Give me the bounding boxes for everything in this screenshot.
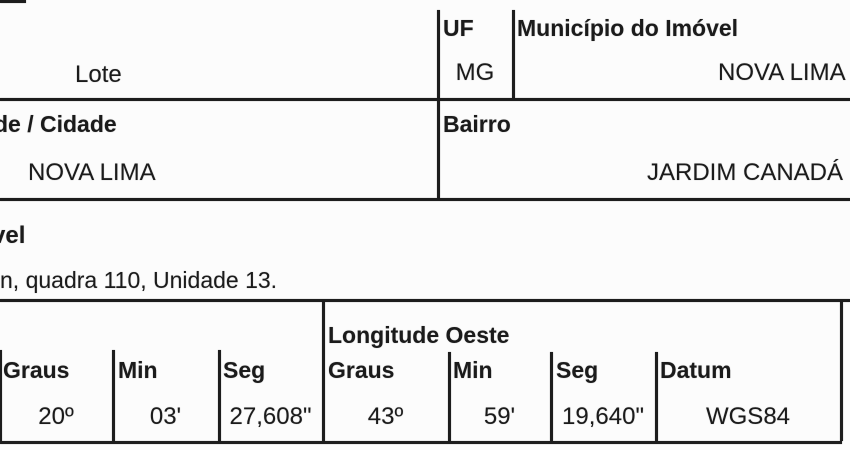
border-seg-datum xyxy=(655,352,658,441)
value-lon-min: 59' xyxy=(483,403,516,430)
value-lat-graus: 20º xyxy=(38,403,74,430)
border-uf-right xyxy=(512,10,515,98)
bairro-value: JARDIM CANADÁ xyxy=(647,159,844,186)
col-header-lat-graus: Graus xyxy=(3,357,70,383)
divider-section3-bottom xyxy=(0,299,850,302)
value-lon-seg: 19,640" xyxy=(562,403,644,430)
border-longitude-group-left xyxy=(322,302,325,441)
divider-row2-bottom xyxy=(0,198,850,201)
border-table-right xyxy=(840,302,843,441)
col-header-lat-min: Min xyxy=(118,357,158,383)
lote-value: Lote xyxy=(75,61,122,88)
border-uf-left xyxy=(437,10,440,98)
border-bairro-left xyxy=(437,101,440,198)
uf-label: UF xyxy=(443,15,474,41)
value-lat-min: 03' xyxy=(149,403,182,430)
col-header-lat-seg: Seg xyxy=(223,357,266,383)
col-header-lon-min: Min xyxy=(453,357,493,383)
border-table-left-edge xyxy=(0,350,2,441)
border-lon-graus-min xyxy=(448,352,451,441)
longitude-oeste-group-header: Longitude Oeste xyxy=(328,322,510,348)
value-lon-graus: 43º xyxy=(367,403,404,430)
value-datum: WGS84 xyxy=(705,403,791,430)
divider-table-bottom xyxy=(0,441,842,444)
col-header-datum: Datum xyxy=(660,357,732,383)
border-lat-min-seg xyxy=(218,350,221,441)
border-lon-min-seg xyxy=(550,352,553,441)
cidade-value: NOVA LIMA xyxy=(28,159,156,186)
imovel-description-value: n, quadra 110, Unidade 13. xyxy=(0,267,278,293)
cidade-label: de / Cidade xyxy=(0,111,117,137)
border-lat-graus-min xyxy=(112,350,115,441)
col-header-lon-seg: Seg xyxy=(556,357,599,383)
imovel-label-fragment: vel xyxy=(0,222,26,249)
municipio-label: Município do Imóvel xyxy=(517,15,739,41)
divider-top-left-fragment xyxy=(0,0,26,3)
col-header-lon-graus: Graus xyxy=(328,357,395,383)
uf-value: MG xyxy=(455,59,495,86)
divider-row1-bottom xyxy=(0,98,850,101)
value-lat-seg: 27,608" xyxy=(229,403,312,430)
municipio-value: NOVA LIMA xyxy=(718,59,846,86)
bairro-label: Bairro xyxy=(443,111,511,137)
